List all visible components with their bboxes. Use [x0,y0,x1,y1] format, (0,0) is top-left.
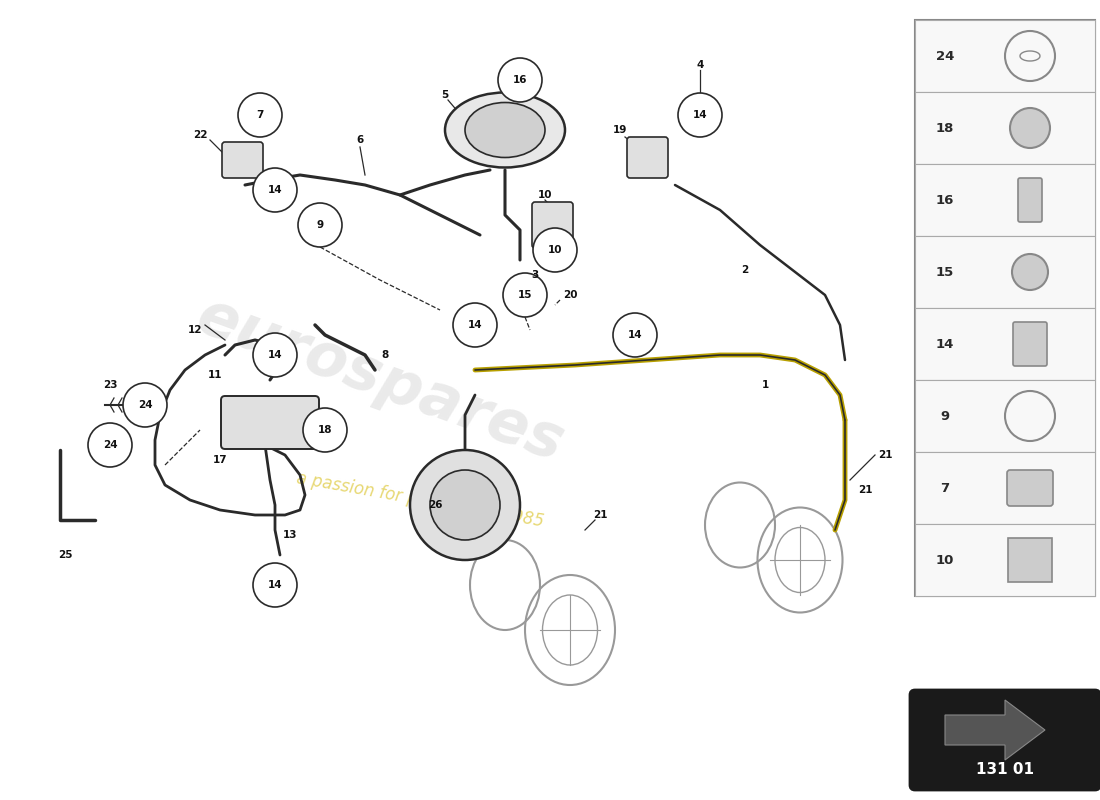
FancyBboxPatch shape [910,690,1100,790]
Circle shape [238,93,282,137]
Circle shape [88,423,132,467]
Ellipse shape [446,93,565,167]
Text: 24: 24 [138,400,152,410]
Text: 10: 10 [548,245,562,255]
Text: 16: 16 [936,194,954,206]
FancyBboxPatch shape [915,380,1094,452]
FancyBboxPatch shape [627,137,668,178]
Ellipse shape [465,102,544,158]
Text: 10: 10 [538,190,552,200]
FancyBboxPatch shape [1013,322,1047,366]
FancyBboxPatch shape [915,236,1094,308]
FancyBboxPatch shape [221,396,319,449]
FancyBboxPatch shape [532,202,573,248]
Circle shape [253,563,297,607]
FancyBboxPatch shape [222,142,263,178]
FancyBboxPatch shape [1006,470,1053,506]
Text: 14: 14 [267,185,283,195]
Circle shape [410,450,520,560]
Circle shape [253,168,297,212]
Circle shape [453,303,497,347]
Text: 14: 14 [628,330,642,340]
Text: 15: 15 [518,290,532,300]
FancyBboxPatch shape [1008,538,1052,582]
Text: 131 01: 131 01 [976,762,1034,778]
Text: 3: 3 [531,270,539,280]
Text: 8: 8 [382,350,388,360]
Text: 9: 9 [940,410,949,422]
Text: 25: 25 [57,550,73,560]
Circle shape [498,58,542,102]
FancyBboxPatch shape [915,20,1094,92]
Text: 21: 21 [593,510,607,520]
Polygon shape [945,700,1045,760]
Text: 14: 14 [468,320,482,330]
FancyBboxPatch shape [915,92,1094,164]
Text: 22: 22 [192,130,207,140]
Circle shape [503,273,547,317]
Text: 17: 17 [212,455,228,465]
FancyBboxPatch shape [915,164,1094,236]
Text: 21: 21 [858,485,872,495]
Text: 15: 15 [936,266,954,278]
Text: 6: 6 [356,135,364,145]
Text: 7: 7 [256,110,264,120]
Text: 24: 24 [936,50,954,62]
Text: 21: 21 [878,450,892,460]
Circle shape [123,383,167,427]
Circle shape [678,93,722,137]
Text: 10: 10 [936,554,954,566]
Text: 5: 5 [441,90,449,100]
FancyBboxPatch shape [1018,178,1042,222]
FancyBboxPatch shape [915,452,1094,524]
Text: 7: 7 [940,482,949,494]
Text: eurospares: eurospares [188,286,572,474]
Circle shape [534,228,578,272]
Circle shape [430,470,500,540]
Text: 20: 20 [563,290,578,300]
Text: 26: 26 [428,500,442,510]
Text: 14: 14 [693,110,707,120]
Text: 11: 11 [208,370,222,380]
Text: 14: 14 [936,338,954,350]
Circle shape [298,203,342,247]
Text: a passion for parts since 1985: a passion for parts since 1985 [295,470,546,530]
FancyBboxPatch shape [915,524,1094,596]
Text: 4: 4 [696,60,704,70]
Text: 18: 18 [936,122,954,134]
Circle shape [302,408,346,452]
Text: 14: 14 [267,350,283,360]
Text: 23: 23 [102,380,118,390]
Text: 16: 16 [513,75,527,85]
Text: 24: 24 [102,440,118,450]
Text: 13: 13 [283,530,297,540]
Text: 18: 18 [318,425,332,435]
Text: 9: 9 [317,220,323,230]
Text: 1: 1 [761,380,769,390]
FancyBboxPatch shape [915,20,1094,596]
Circle shape [613,313,657,357]
Circle shape [253,333,297,377]
Text: 14: 14 [267,580,283,590]
Text: 2: 2 [741,265,749,275]
Text: 19: 19 [613,125,627,135]
FancyBboxPatch shape [915,308,1094,380]
Circle shape [1010,108,1050,148]
Circle shape [1012,254,1048,290]
Text: 12: 12 [188,325,202,335]
